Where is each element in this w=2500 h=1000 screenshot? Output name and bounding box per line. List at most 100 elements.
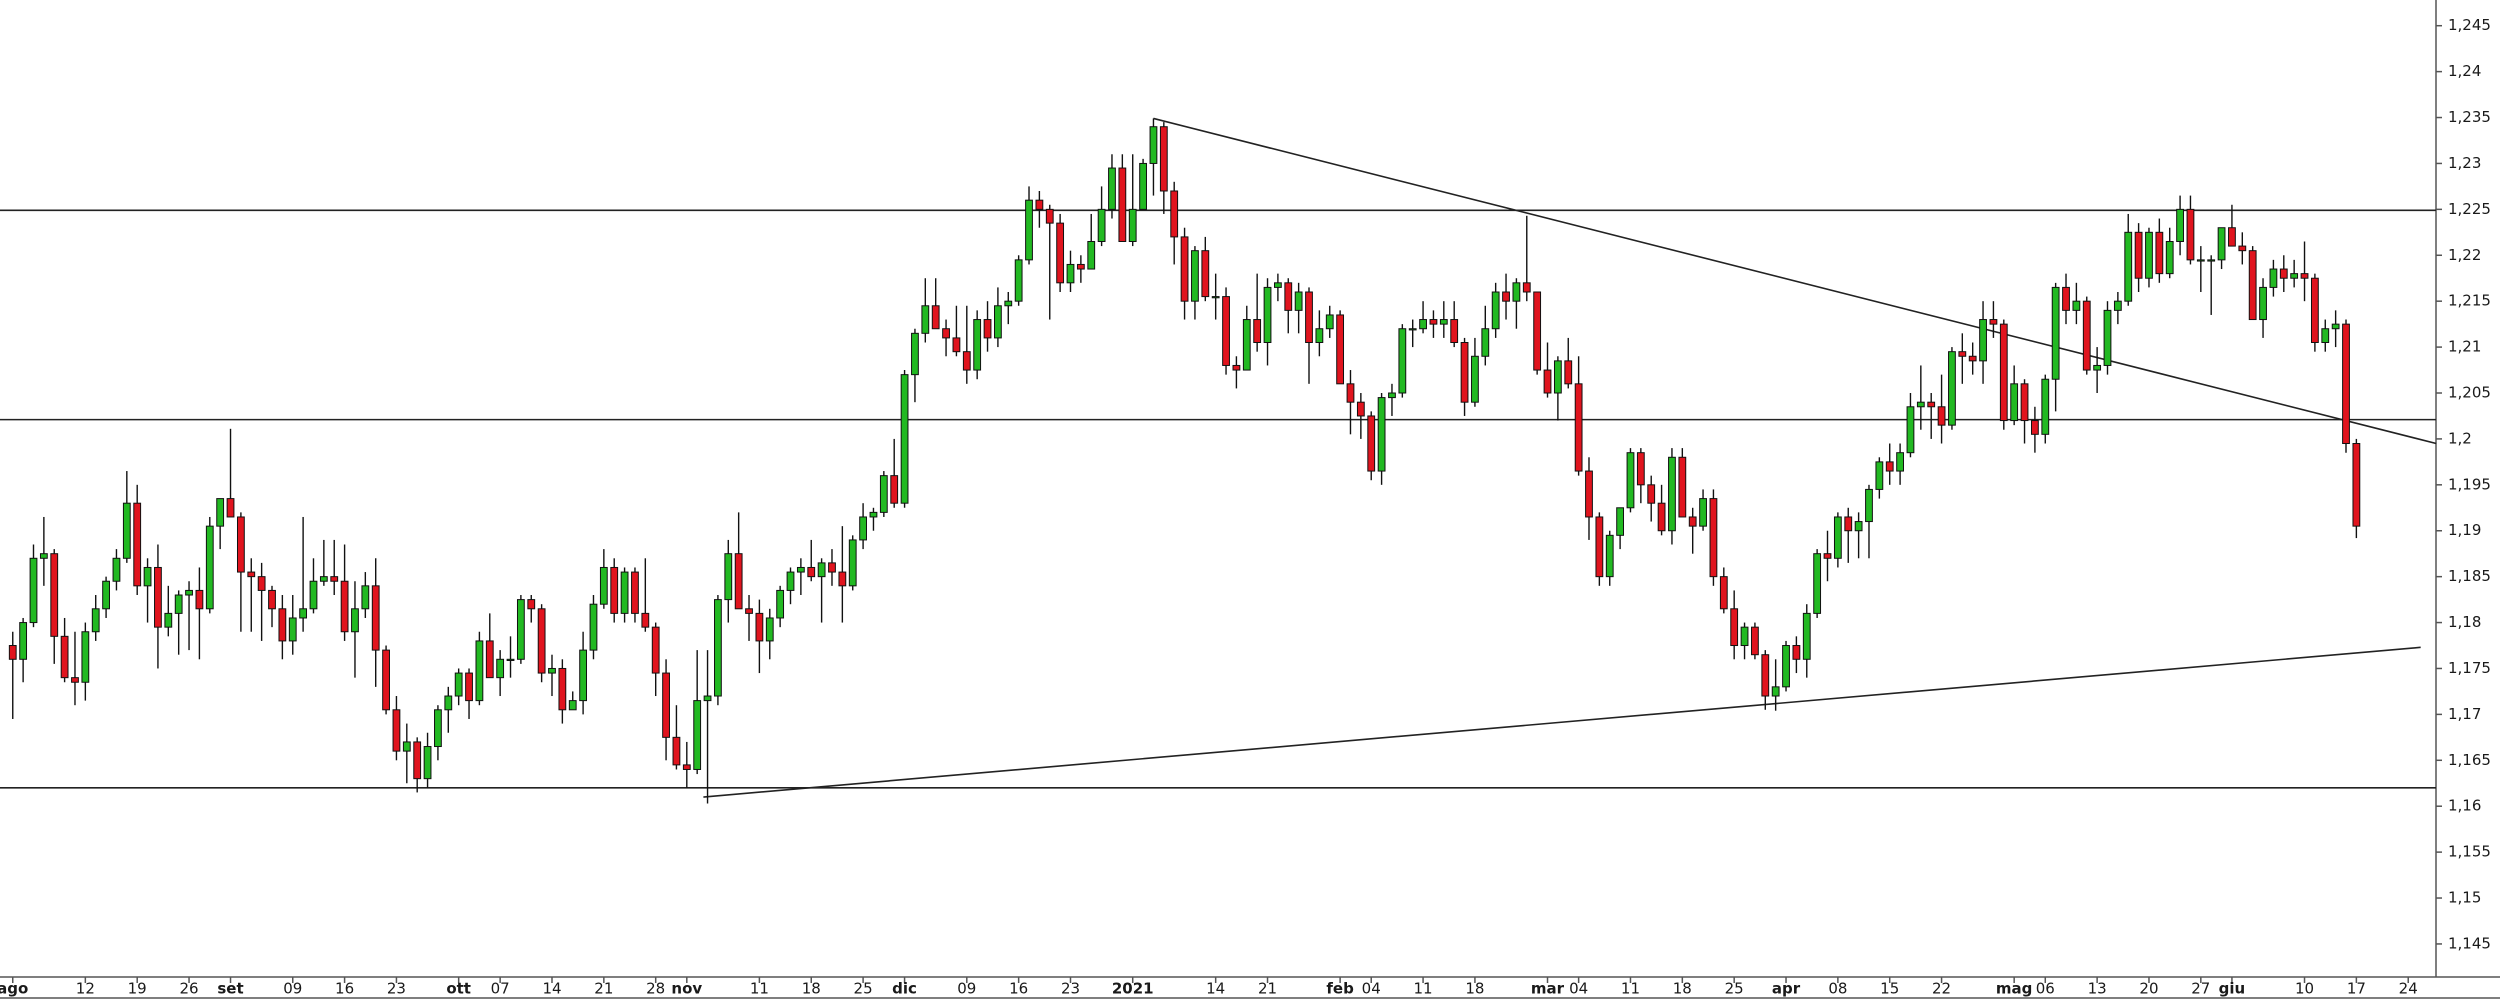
candle-body <box>994 305 1002 339</box>
candle-body <box>651 626 660 674</box>
candle-body <box>1159 126 1168 192</box>
x-tick-label: nov <box>671 980 702 998</box>
x-tick-label: 23 <box>1061 980 1080 998</box>
candle-body <box>2134 231 2143 279</box>
x-tick-label: 08 <box>1828 980 1847 998</box>
candle-body <box>1543 369 1552 394</box>
candle-body <box>1346 383 1355 403</box>
candle-body <box>1657 502 1666 532</box>
candle-body <box>309 580 318 610</box>
candle-body <box>745 608 753 614</box>
x-tick-label: dic <box>892 980 917 998</box>
candle-body <box>1502 291 1510 302</box>
candle-body <box>703 695 712 702</box>
x-tick-label: 25 <box>854 980 873 998</box>
candle-body <box>2176 208 2184 242</box>
candle-body <box>423 746 432 780</box>
candle-body <box>1408 328 1417 331</box>
x-tick-label: 07 <box>491 980 510 998</box>
candle-body <box>1522 282 1531 293</box>
x-tick-label: 18 <box>1465 980 1484 998</box>
candle-body <box>1191 250 1199 302</box>
candle-body <box>2310 277 2319 344</box>
candle-body <box>2342 323 2350 445</box>
candle-body <box>786 571 795 591</box>
candle-body <box>2269 268 2278 288</box>
candle-body <box>1367 415 1376 472</box>
x-tick-label: feb <box>1326 980 1354 998</box>
x-tick-label: 12 <box>76 980 95 998</box>
x-tick-label: ott <box>446 980 471 998</box>
candle-body <box>1844 516 1853 532</box>
candle-body <box>879 475 888 513</box>
candle-body <box>2228 227 2236 247</box>
candle-body <box>631 571 639 614</box>
candle-body <box>1813 553 1822 614</box>
candle-body <box>1087 240 1096 270</box>
x-tick-label: 09 <box>283 980 302 998</box>
candle-body <box>714 599 722 697</box>
candle-body <box>2321 328 2330 344</box>
candle-body <box>2010 383 2019 422</box>
candle-body <box>765 617 774 642</box>
candle-body <box>807 566 816 578</box>
trend-line <box>1153 117 2437 445</box>
candle-body <box>900 374 909 504</box>
candle-body <box>1668 456 1676 532</box>
candle-body <box>2165 240 2174 275</box>
x-tick-label: 18 <box>1673 980 1692 998</box>
candle-body <box>143 566 152 587</box>
candle-body <box>1004 300 1013 307</box>
candle-body <box>299 608 308 619</box>
candle-body <box>682 764 691 770</box>
candle-body <box>1025 199 1033 261</box>
candle-body <box>1906 406 1915 454</box>
candle-body <box>1315 328 1324 344</box>
candle-body <box>911 332 919 376</box>
candle-body <box>1481 328 1490 357</box>
candle-body <box>548 667 556 674</box>
candle-body <box>859 516 867 541</box>
x-tick-label: 21 <box>594 980 613 998</box>
candle-body <box>558 667 567 711</box>
candle-body <box>1989 319 1998 325</box>
candle-body <box>133 502 142 587</box>
y-tick-label: 1,24 <box>2448 62 2481 80</box>
y-tick-label: 1,185 <box>2448 567 2491 585</box>
candle-body <box>1533 291 1542 371</box>
candle-body <box>1211 296 1220 299</box>
candle-body <box>288 617 297 642</box>
candle-body <box>2217 227 2226 261</box>
y-tick-label: 1,225 <box>2448 200 2491 218</box>
x-tick-label: 04 <box>1569 980 1588 998</box>
candle-body <box>2207 259 2216 262</box>
x-tick-label: 15 <box>1880 980 1899 998</box>
candle-body <box>921 305 930 334</box>
candle-body <box>983 319 992 339</box>
candle-body <box>1958 351 1967 357</box>
x-tick-label: mar <box>1531 980 1565 998</box>
x-tick-label: 11 <box>1621 980 1640 998</box>
candle-body <box>838 571 847 587</box>
y-tick-label: 1,22 <box>2448 246 2481 264</box>
y-tick-label: 1,16 <box>2448 797 2481 815</box>
x-tick-label: ago <box>0 980 28 998</box>
candle-body <box>869 511 878 518</box>
x-tick-label: 13 <box>2088 980 2107 998</box>
candle-body <box>1968 355 1977 362</box>
candle-body <box>1305 291 1313 344</box>
candle-body <box>164 612 173 628</box>
candle-body <box>1574 383 1583 472</box>
candle-body <box>1222 296 1230 366</box>
candle-body <box>1149 126 1158 164</box>
candle-body <box>1740 626 1749 647</box>
candle-body <box>1896 452 1904 472</box>
candle-body <box>828 562 836 573</box>
candle-body <box>1294 291 1303 311</box>
x-tick-label: mag <box>1996 980 2033 998</box>
y-tick-label: 1,18 <box>2448 613 2481 631</box>
candle-body <box>278 608 287 642</box>
